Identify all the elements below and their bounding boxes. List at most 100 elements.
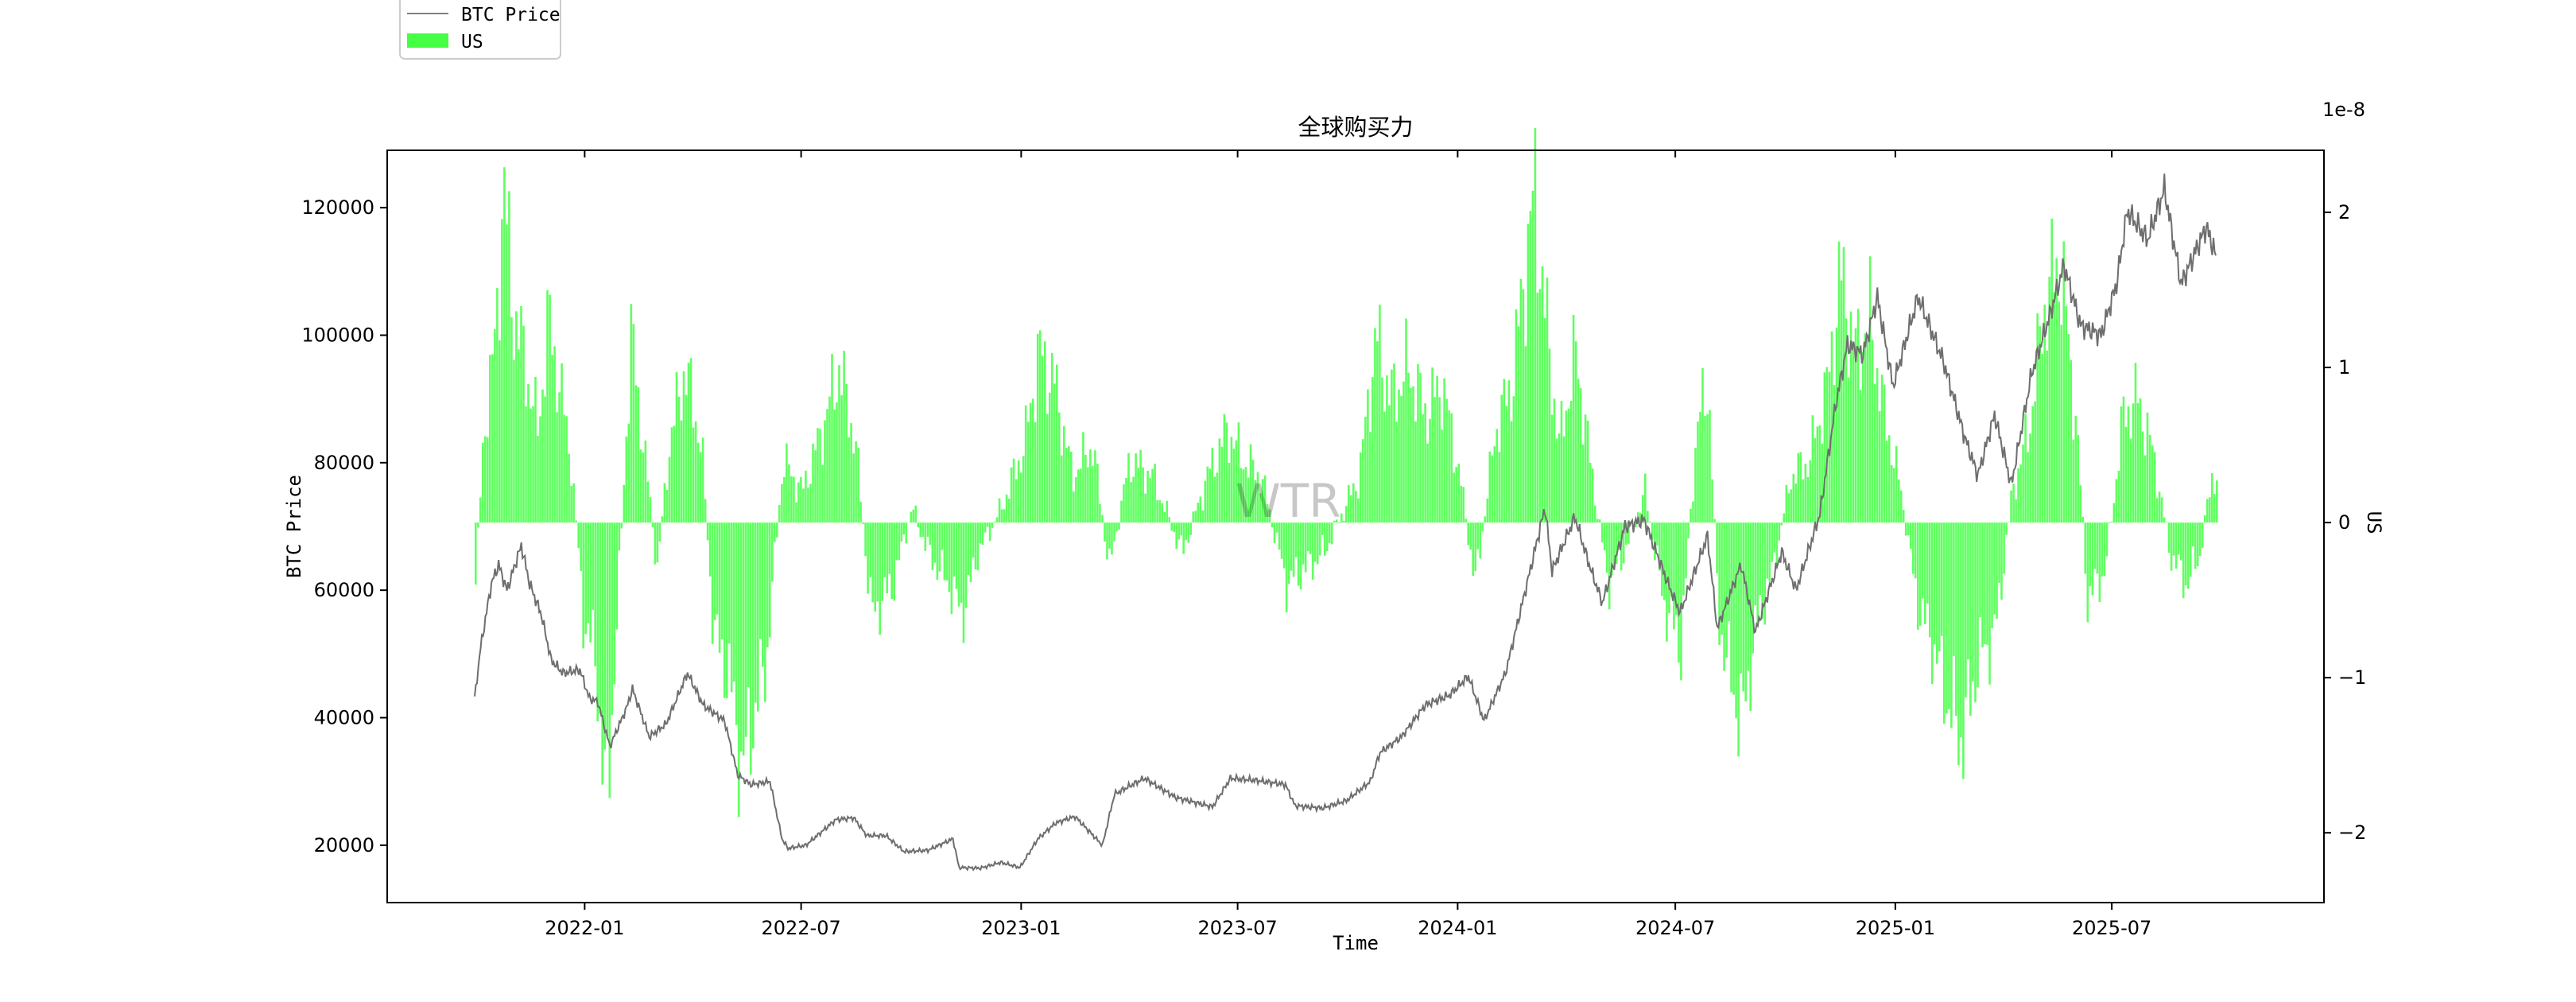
us-bar — [1849, 311, 1852, 523]
us-bar — [520, 305, 522, 523]
us-bar — [1154, 464, 1156, 523]
us-bar — [1199, 496, 1202, 523]
us-bar — [1381, 377, 1383, 523]
btc-price-line — [474, 173, 2217, 872]
us-bar — [482, 442, 484, 523]
us-bar — [739, 522, 743, 752]
us-bar — [1029, 402, 1032, 523]
us-bar — [1787, 493, 1790, 523]
us-bar — [771, 522, 774, 582]
us-bar — [2065, 306, 2068, 523]
us-bar — [776, 522, 778, 538]
us-bar — [883, 522, 886, 578]
us-bar — [1503, 379, 1506, 523]
us-bar — [704, 499, 707, 523]
us-bar — [2098, 522, 2101, 603]
us-bar — [561, 363, 563, 523]
us-bar — [840, 395, 843, 523]
us-bar — [910, 511, 913, 523]
us-bar — [1938, 522, 1941, 652]
us-bar — [1565, 410, 1568, 523]
us-bar — [1692, 501, 1694, 523]
us-bar — [1256, 472, 1259, 523]
us-bar — [2041, 354, 2043, 523]
us-bar — [1204, 480, 1207, 523]
us-bar — [867, 522, 869, 594]
us-bar — [1873, 383, 1876, 523]
us-bar — [888, 522, 890, 574]
us-bar — [2182, 522, 2185, 599]
us-bar — [793, 476, 795, 523]
us-bar — [1010, 467, 1013, 523]
us-bar — [1436, 375, 1438, 523]
us-bar — [1261, 479, 1264, 523]
us-bar — [1728, 522, 1730, 622]
us-bar — [711, 522, 714, 644]
us-bar — [1450, 413, 1453, 523]
us-bar — [1837, 241, 1841, 523]
us-bar — [2170, 522, 2173, 571]
us-bar — [1598, 519, 1601, 523]
us-bar — [1993, 522, 1996, 615]
us-bar — [1417, 363, 1419, 523]
us-bar — [1410, 387, 1412, 523]
us-bar — [1718, 522, 1721, 646]
us-bar — [499, 340, 501, 523]
us-bar — [1969, 522, 1972, 717]
us-bar — [1192, 511, 1195, 523]
us-bar — [2003, 522, 2005, 574]
us-bar — [1515, 309, 1518, 523]
us-bar — [1977, 522, 1979, 688]
us-bar — [1804, 464, 1807, 523]
us-bar — [1737, 522, 1740, 757]
us-bar — [1175, 522, 1177, 550]
us-bar — [2031, 406, 2034, 523]
us-bar — [735, 522, 738, 725]
us-bar — [2048, 277, 2050, 523]
us-bar — [1904, 522, 1907, 536]
us-bar — [1610, 522, 1613, 576]
us-bar — [2155, 498, 2159, 523]
us-bar — [828, 396, 831, 523]
us-bar — [558, 392, 561, 523]
us-bar — [515, 311, 518, 523]
us-bar — [2186, 522, 2190, 589]
us-bar — [1123, 484, 1125, 523]
us-bar — [1405, 318, 1407, 523]
us-bar — [2022, 444, 2024, 523]
us-bar — [1852, 341, 1855, 523]
us-bar — [2209, 497, 2211, 523]
us-bar — [1455, 467, 1457, 523]
us-bar — [634, 385, 638, 523]
us-bar — [2211, 473, 2213, 523]
us-bar — [1254, 480, 1257, 523]
us-bar — [1768, 522, 1771, 581]
us-bar — [1876, 368, 1879, 523]
us-bar — [1082, 432, 1084, 523]
us-bar — [1290, 522, 1293, 571]
us-bar — [991, 522, 994, 528]
us-bar — [1687, 522, 1690, 538]
us-bar — [1374, 328, 1376, 523]
us-bar — [1617, 522, 1620, 546]
us-bar — [1567, 408, 1570, 523]
us-bar — [1960, 522, 1962, 738]
us-bar — [2060, 324, 2062, 523]
us-bar — [2196, 522, 2199, 566]
us-bar — [689, 358, 692, 523]
us-bar — [2160, 497, 2163, 523]
us-bar — [620, 522, 623, 529]
us-bar — [1474, 522, 1476, 572]
us-bar — [477, 522, 479, 528]
us-bar — [534, 376, 537, 523]
us-bar — [757, 522, 759, 712]
us-bar — [1642, 495, 1644, 523]
us-bar — [1285, 522, 1288, 612]
us-bar — [1706, 414, 1709, 523]
us-bar — [2163, 517, 2166, 523]
us-bar — [797, 482, 800, 523]
us-bar — [976, 522, 980, 571]
us-bar — [2010, 490, 2012, 523]
us-bar — [744, 522, 747, 737]
us-bar — [656, 522, 659, 563]
